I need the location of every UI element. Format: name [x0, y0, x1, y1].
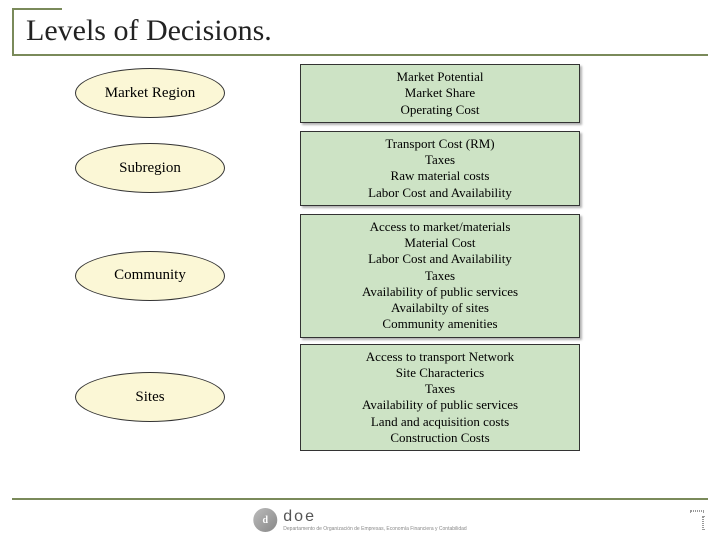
- content-area: Market Region Market Potential Market Sh…: [0, 64, 720, 496]
- factor-item: Transport Cost (RM): [307, 136, 573, 152]
- factor-item: Market Potential: [307, 69, 573, 85]
- level-row-subregion: Subregion Transport Cost (RM) Taxes Raw …: [0, 131, 720, 206]
- level-oval-market-region: Market Region: [75, 68, 225, 118]
- factor-item: Material Cost: [307, 235, 573, 251]
- logo-letter: d: [263, 515, 269, 526]
- factor-item: Labor Cost and Availability: [307, 185, 573, 201]
- factor-item: Operating Cost: [307, 102, 573, 118]
- factors-box-community: Access to market/materials Material Cost…: [300, 214, 580, 338]
- level-row-sites: Sites Access to transport Network Site C…: [0, 344, 720, 452]
- level-label: Subregion: [119, 160, 181, 177]
- level-label: Market Region: [105, 85, 195, 102]
- footer-rule: [12, 498, 708, 500]
- page-title: Levels of Decisions.: [26, 14, 272, 48]
- level-label: Community: [114, 267, 186, 284]
- logo-mark-icon: d: [253, 508, 277, 532]
- factor-item: Access to market/materials: [307, 219, 573, 235]
- level-oval-subregion: Subregion: [75, 143, 225, 193]
- factor-item: Availability of public services: [307, 397, 573, 413]
- factor-item: Availability of public services: [307, 284, 573, 300]
- logo-sub-text: Departamento de Organización de Empresas…: [283, 526, 466, 532]
- factors-box-market-region: Market Potential Market Share Operating …: [300, 64, 580, 123]
- footer-logo: d doe Departamento de Organización de Em…: [253, 508, 466, 532]
- factor-item: Construction Costs: [307, 430, 573, 446]
- factor-item: Raw material costs: [307, 168, 573, 184]
- factor-item: Taxes: [307, 381, 573, 397]
- title-bottom-rule: [12, 54, 708, 56]
- factor-item: Land and acquisition costs: [307, 414, 573, 430]
- factor-item: Access to transport Network: [307, 349, 573, 365]
- level-row-market-region: Market Region Market Potential Market Sh…: [0, 64, 720, 123]
- factor-item: Market Share: [307, 85, 573, 101]
- title-top-rule: [12, 8, 62, 10]
- level-label: Sites: [135, 389, 164, 406]
- corner-mark-icon: [684, 510, 704, 530]
- factors-box-subregion: Transport Cost (RM) Taxes Raw material c…: [300, 131, 580, 206]
- factor-item: Community amenities: [307, 316, 573, 332]
- factor-item: Taxes: [307, 268, 573, 284]
- factor-item: Taxes: [307, 152, 573, 168]
- factor-item: Labor Cost and Availability: [307, 251, 573, 267]
- factor-item: Availabilty of sites: [307, 300, 573, 316]
- logo-main-text: doe: [283, 508, 466, 526]
- level-oval-sites: Sites: [75, 372, 225, 422]
- title-left-rule: [12, 8, 14, 54]
- level-oval-community: Community: [75, 251, 225, 301]
- level-row-community: Community Access to market/materials Mat…: [0, 214, 720, 338]
- factors-box-sites: Access to transport Network Site Charact…: [300, 344, 580, 452]
- factor-item: Site Characterics: [307, 365, 573, 381]
